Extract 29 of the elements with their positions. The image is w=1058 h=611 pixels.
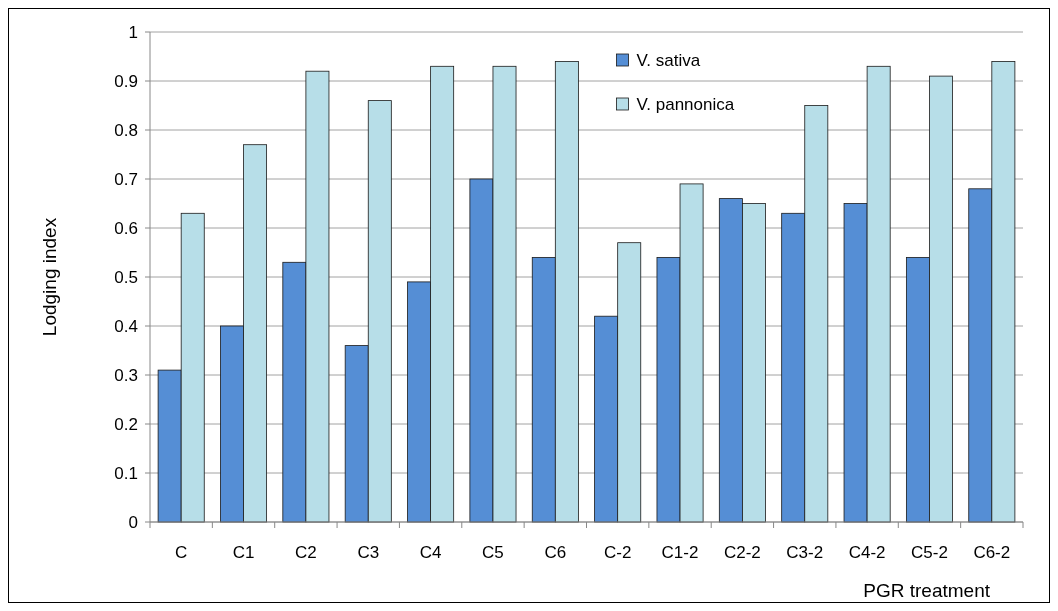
x-tick-label: C2 [295,543,317,562]
legend-label: V. sativa [636,50,701,70]
y-tick-label: 0.8 [114,120,138,140]
x-tick-label: C4 [419,543,442,562]
y-tick-label: 0.3 [114,365,138,385]
y-tick-label: 1 [128,22,138,42]
x-tick-label: C1 [232,543,255,562]
y-tick-label: 0.6 [114,218,138,238]
y-axis-title: Lodging index [39,217,60,337]
y-tick-label: 0.7 [114,169,138,189]
x-tick-label: C [175,543,188,562]
x-axis-title: PGR treatment [863,580,991,601]
x-tick-label: C5-2 [911,543,948,562]
y-tick-label: 0 [128,512,138,532]
x-tick-label: C2-2 [723,543,761,562]
legend-label: V. pannonica [636,94,735,114]
y-tick-label: 0.5 [114,267,138,287]
x-tick-label: C6-2 [973,543,1011,562]
y-tick-label: 0.1 [114,463,138,483]
x-tick-label: C3 [357,543,380,562]
x-tick-label: C3-2 [786,543,824,562]
x-tick-label: C-2 [603,543,632,562]
y-tick-label: 0.4 [114,316,138,336]
x-tick-label: C4-2 [848,543,886,562]
x-tick-label: C1-2 [661,543,699,562]
x-tick-label: C5 [482,543,504,562]
x-tick-label: C6 [544,543,567,562]
y-tick-label: 0.9 [114,71,138,91]
y-tick-label: 0.2 [114,414,138,434]
